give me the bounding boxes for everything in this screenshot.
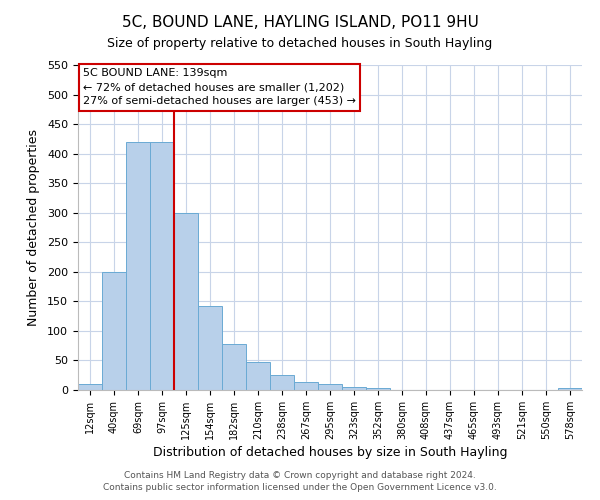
Text: 5C, BOUND LANE, HAYLING ISLAND, PO11 9HU: 5C, BOUND LANE, HAYLING ISLAND, PO11 9HU — [122, 15, 478, 30]
X-axis label: Distribution of detached houses by size in South Hayling: Distribution of detached houses by size … — [153, 446, 507, 459]
Bar — [294, 382, 318, 390]
Text: Size of property relative to detached houses in South Hayling: Size of property relative to detached ho… — [107, 38, 493, 51]
Bar — [174, 212, 198, 390]
Bar — [222, 344, 246, 390]
Bar — [150, 142, 174, 390]
Text: Contains HM Land Registry data © Crown copyright and database right 2024.
Contai: Contains HM Land Registry data © Crown c… — [103, 471, 497, 492]
Bar — [342, 387, 366, 390]
Bar — [246, 362, 270, 390]
Text: 5C BOUND LANE: 139sqm
← 72% of detached houses are smaller (1,202)
27% of semi-d: 5C BOUND LANE: 139sqm ← 72% of detached … — [83, 68, 356, 106]
Bar — [102, 272, 126, 390]
Bar — [78, 384, 102, 390]
Bar — [270, 375, 294, 390]
Bar — [126, 142, 150, 390]
Bar — [558, 388, 582, 390]
Y-axis label: Number of detached properties: Number of detached properties — [27, 129, 40, 326]
Bar — [318, 384, 342, 390]
Bar — [366, 388, 390, 390]
Bar — [198, 306, 222, 390]
